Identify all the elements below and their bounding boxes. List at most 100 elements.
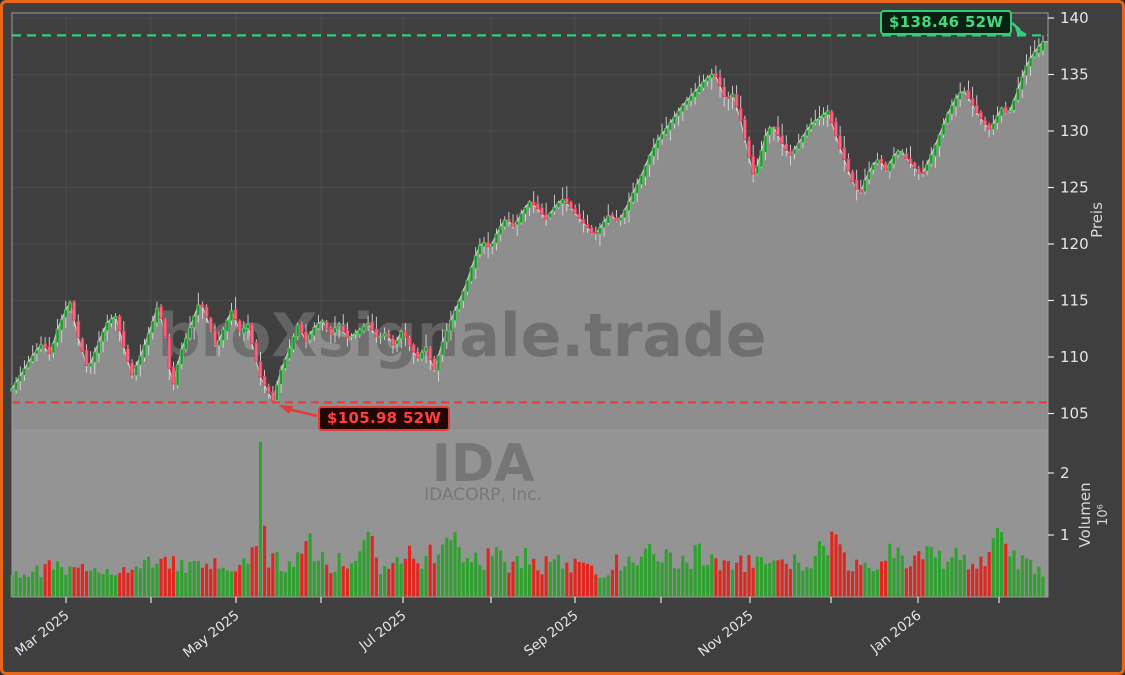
volume-bar	[643, 548, 648, 597]
volume-bar	[151, 567, 155, 597]
volume-bar	[250, 547, 254, 597]
volume-bar	[875, 569, 879, 597]
candle-body	[668, 122, 673, 131]
candle-body	[353, 332, 358, 335]
candle-body	[262, 375, 267, 386]
candle-body	[159, 306, 163, 319]
candle-body	[1020, 76, 1025, 91]
volume-bar	[499, 550, 503, 597]
candle-body	[879, 158, 884, 164]
candle-body	[763, 135, 768, 153]
volume-bar	[283, 572, 287, 597]
candle-body	[80, 338, 85, 352]
volume-bar	[846, 570, 850, 597]
volume-bar	[271, 553, 275, 597]
candle-body	[747, 139, 751, 158]
volume-bar	[1012, 550, 1016, 597]
volume-bar	[1020, 555, 1024, 597]
candle-body	[523, 207, 528, 215]
candle-body	[639, 174, 644, 185]
volume-bar	[246, 563, 250, 597]
volume-bar	[867, 567, 871, 597]
volume-bar	[465, 557, 470, 597]
volume-bar	[639, 556, 643, 597]
candle-body	[167, 336, 172, 369]
volume-bar	[275, 551, 279, 597]
candle-body	[34, 349, 39, 355]
volume-bar	[1037, 566, 1041, 597]
candle-body	[751, 155, 756, 175]
candle-body	[59, 318, 64, 331]
candle-body	[494, 233, 499, 244]
candle-body	[55, 328, 60, 344]
candle-body	[324, 321, 329, 330]
candle-body	[63, 309, 68, 319]
candle-body	[627, 201, 631, 212]
candle-body	[809, 123, 813, 130]
candle-body	[527, 201, 532, 209]
candle-body	[767, 127, 772, 136]
month-tick-label: Jul 2025	[356, 608, 410, 655]
candle-body	[540, 207, 544, 215]
candle-body	[709, 73, 714, 79]
volume-bar	[701, 565, 706, 597]
candle-body	[175, 364, 180, 386]
candle-body	[912, 162, 917, 169]
candle-body	[916, 168, 921, 174]
volume-bar	[581, 562, 585, 597]
volume-bar	[834, 534, 838, 597]
candle-body	[482, 242, 486, 248]
volume-bar	[354, 560, 358, 597]
candle-body	[357, 329, 362, 335]
volume-bar	[155, 563, 159, 597]
volume-bar	[234, 571, 238, 597]
candle-body	[436, 354, 441, 372]
volume-bar	[714, 558, 718, 597]
candle-body	[672, 116, 677, 125]
candle-body	[473, 255, 478, 269]
volume-bar	[337, 552, 341, 597]
volume-bar	[457, 547, 461, 597]
volume-bar	[805, 566, 809, 597]
volume-bar	[374, 557, 378, 597]
candle-body	[892, 155, 896, 165]
candle-body	[378, 336, 383, 339]
volume-bar	[420, 568, 424, 597]
volume-pane-spine	[11, 429, 1049, 598]
volume-bar	[958, 559, 962, 597]
volume-bar	[254, 546, 258, 597]
volume-bar	[859, 564, 863, 597]
candle-body	[556, 202, 561, 208]
candle-body	[564, 198, 569, 204]
candle-body	[457, 300, 462, 311]
price-area	[11, 41, 1048, 430]
candle-body	[929, 154, 934, 165]
candle-body	[47, 345, 52, 355]
candle-body	[548, 212, 553, 219]
volume-bar	[64, 574, 68, 597]
candle-body	[651, 147, 656, 157]
volume-bar	[573, 558, 577, 597]
volume-bar	[569, 572, 573, 597]
candle-body	[552, 206, 557, 212]
volume-bar	[209, 568, 213, 597]
volume-bar	[93, 568, 97, 597]
volume-bar	[946, 561, 950, 597]
volume-bar	[544, 556, 548, 597]
candle-body	[776, 126, 780, 136]
volume-bar	[652, 554, 656, 597]
volume-bar	[341, 566, 345, 597]
candle-body	[117, 315, 122, 332]
volume-bar	[793, 554, 797, 597]
candle-body	[900, 151, 905, 154]
volume-bar	[602, 577, 606, 597]
site-watermark: broXsignale.trade	[158, 301, 767, 371]
volume-bar	[1016, 569, 1020, 597]
candle-body	[622, 209, 627, 219]
price-tick-label: 105	[1060, 405, 1089, 423]
candle-body	[403, 330, 408, 338]
volume-bar	[118, 572, 122, 597]
candle-body	[701, 81, 706, 89]
low-arrow-head	[279, 405, 293, 414]
volume-bar	[672, 567, 677, 597]
